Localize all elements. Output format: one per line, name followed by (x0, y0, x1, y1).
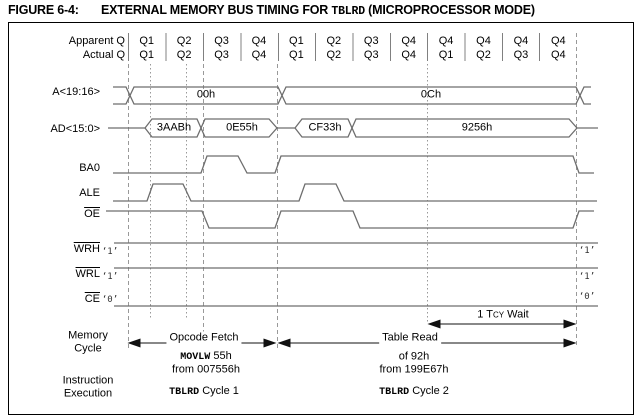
ad-bus-value-2: 0E55h (226, 121, 258, 134)
q-cell: Q4 (251, 49, 267, 61)
movlw-code: MOVLW (180, 352, 211, 363)
table-read-label: Table Read (379, 331, 441, 345)
q-cell: Q2 (176, 49, 192, 61)
q-cell: Q1 (289, 35, 304, 47)
q-cell: Q4 (438, 35, 454, 47)
wrh-state-right: ‘1’ (578, 246, 596, 256)
tcy-wait-label: 1 TCY Wait (474, 308, 532, 322)
ad-bus-label: AD<15:0> (50, 123, 100, 135)
figure-title-pre: EXTERNAL MEMORY BUS TIMING FOR (101, 3, 332, 17)
opcode-fetch-label: Opcode Fetch (166, 331, 242, 345)
ce-label-text: CE (84, 293, 100, 305)
q-cell: Q2 (326, 49, 342, 61)
tblrd-cycle1-text: Cycle 1 (199, 385, 239, 397)
ad-bus-value-3: CF33h (308, 121, 342, 134)
instruction-execution-label-line2: Execution (63, 387, 113, 400)
wrl-state-left: ‘1’ (101, 272, 119, 282)
wrl-label-text: WRL (75, 268, 100, 280)
q-cell: Q3 (214, 49, 229, 61)
tblrd-cycle1-label: TBLRD Cycle 1 (169, 385, 239, 399)
tblrd-cycle2-text: Cycle 2 (409, 385, 449, 397)
figure-title: EXTERNAL MEMORY BUS TIMING FOR TBLRD (MI… (101, 3, 535, 18)
q-cell: Q1 (139, 35, 155, 47)
tcy-wait-pre: 1 T (477, 308, 493, 321)
q-cell: Q3 (363, 49, 379, 61)
actual-q-row: Q1 Q2 Q3 Q4 Q1 Q2 Q3 Q4 Q1 Q2 Q3 Q4 (128, 49, 577, 61)
memory-cycle-label-line1: Memory (68, 329, 108, 342)
oe-label: OE (8, 208, 100, 220)
a-bus-label: A<19:16> (52, 86, 100, 98)
tblrd-code: TBLRD (379, 387, 410, 398)
ale-label: ALE (79, 187, 100, 199)
wrl-label: WRL (8, 268, 100, 280)
q-cell: Q3 (513, 49, 529, 61)
wrh-label: WRH (8, 243, 100, 255)
apparent-q-row: Q1 Q2 Q3 Q4 Q1 Q2 Q3 Q4 Q4 Q4 Q4 Q4 (128, 35, 577, 47)
q-cell: Q2 (176, 35, 192, 47)
q-cell: Q3 (363, 35, 379, 47)
instruction-execution-label-line1: Instruction (62, 374, 114, 387)
table-read-of-label: of 92h (398, 350, 430, 363)
figure-frame (8, 22, 634, 415)
q-cell: Q4 (513, 35, 529, 47)
q-cell: Q2 (476, 49, 491, 61)
q-cell: Q2 (326, 35, 342, 47)
q-cell: Q4 (401, 35, 416, 47)
tcy-wait-smallcaps: CY (492, 310, 505, 320)
q-cell: Q4 (476, 35, 491, 47)
a-bus-value-1: 00h (196, 88, 216, 101)
ce-state-left: ‘0’ (101, 295, 119, 305)
ce-state-right: ‘0’ (578, 292, 596, 302)
opcode-instruction-label: MOVLW 55h (180, 350, 231, 364)
figure-title-code: TBLRD (331, 5, 365, 18)
movlw-operand: 55h (210, 350, 232, 362)
q-cell: Q4 (251, 35, 267, 47)
tblrd-code: TBLRD (169, 387, 200, 398)
wrh-state-left: ‘1’ (101, 247, 119, 257)
q-cell: Q3 (214, 35, 229, 47)
figure-title-post: (MICROPROCESSOR MODE) (364, 3, 535, 17)
actual-q-label: Actual Q (82, 49, 125, 61)
q-cell: Q4 (401, 49, 416, 61)
ce-label: CE (8, 293, 100, 305)
q-cell: Q1 (289, 49, 304, 61)
ad-bus-value-4: 9256h (461, 121, 493, 134)
q-cell: Q4 (551, 49, 566, 61)
oe-label-text: OE (84, 208, 100, 220)
wrl-state-right: ‘1’ (578, 272, 596, 282)
a-bus-value-2: 0Ch (420, 88, 442, 101)
q-cell: Q1 (438, 49, 454, 61)
q-cell: Q1 (139, 49, 155, 61)
memory-cycle-label-line2: Cycle (74, 342, 102, 355)
tcy-wait-post: Wait (504, 308, 529, 321)
ad-bus-value-1: 3AABh (156, 121, 192, 134)
q-cell: Q4 (551, 35, 566, 47)
apparent-q-label: Apparent Q (68, 35, 125, 47)
opcode-from-label: from 007556h (172, 363, 240, 376)
figure-number: FIGURE 6-4: (8, 3, 79, 17)
wrh-label-text: WRH (73, 243, 100, 255)
tblrd-cycle2-label: TBLRD Cycle 2 (379, 385, 449, 399)
ba0-label: BA0 (79, 162, 100, 174)
table-read-from-label: from 199E67h (379, 363, 449, 376)
